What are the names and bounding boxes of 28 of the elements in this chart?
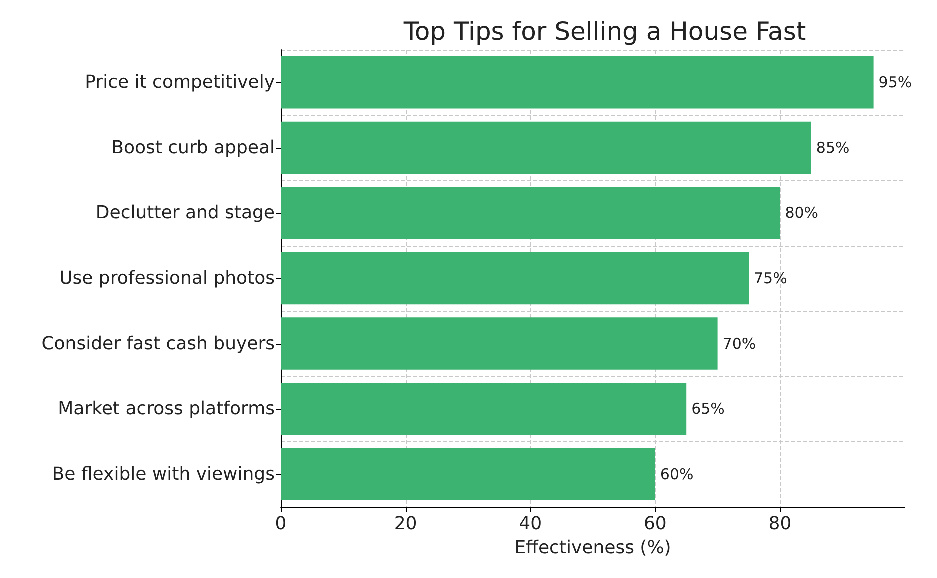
y-tick-label: Price it competitively bbox=[85, 72, 276, 94]
bar bbox=[281, 382, 687, 436]
bar bbox=[281, 318, 718, 370]
bar bbox=[281, 122, 812, 174]
x-tick-label: 0 bbox=[275, 514, 287, 534]
bar bbox=[281, 187, 780, 240]
y-tick-label: Use professional photos bbox=[60, 268, 275, 289]
x-tick-label: 20 bbox=[394, 514, 418, 534]
x-tick-label: 80 bbox=[768, 514, 792, 534]
y-tick-label: Consider fast cash buyers bbox=[42, 333, 275, 354]
data-label: 60% bbox=[660, 465, 694, 484]
y-tick-label: Be flexible with viewings bbox=[52, 464, 275, 485]
data-label: 85% bbox=[816, 138, 850, 157]
bar bbox=[281, 448, 656, 500]
x-tick-label: 60 bbox=[644, 514, 667, 534]
data-label: 65% bbox=[692, 400, 725, 418]
data-label: 80% bbox=[785, 204, 819, 222]
chart-title: Top Tips for Selling a House Fast bbox=[402, 17, 806, 46]
data-label: 70% bbox=[722, 334, 756, 353]
y-tick-label: Market across platforms bbox=[58, 398, 275, 420]
x-axis-title: Effectiveness (%) bbox=[514, 538, 672, 558]
data-label: 75% bbox=[754, 270, 788, 288]
bar bbox=[281, 252, 749, 305]
x-tick-label: 40 bbox=[519, 514, 542, 534]
bar bbox=[281, 56, 874, 109]
y-tick-label: Boost curb appeal bbox=[112, 137, 275, 158]
data-label: 95% bbox=[878, 74, 912, 92]
y-tick-label: Declutter and stage bbox=[96, 202, 275, 224]
